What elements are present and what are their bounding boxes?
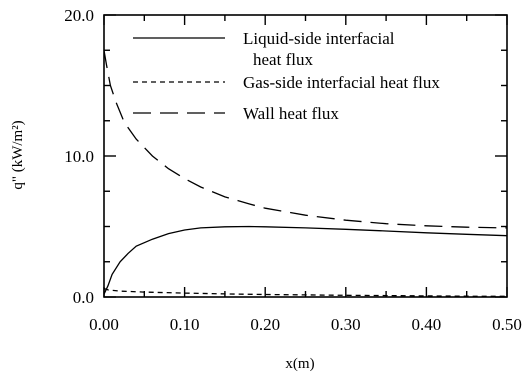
legend-label-1: Liquid-side interfacial bbox=[243, 29, 395, 48]
x-tick-label: 0.00 bbox=[89, 315, 119, 334]
y-tick-label: 10.0 bbox=[64, 147, 94, 166]
y-tick-label: 0.0 bbox=[73, 288, 94, 307]
legend-label-2: Gas-side interfacial heat flux bbox=[243, 73, 440, 92]
series-line-1 bbox=[103, 225, 508, 295]
legend-label-1: heat flux bbox=[253, 50, 313, 69]
x-tick-label: 0.50 bbox=[492, 315, 522, 334]
x-tick-label: 0.20 bbox=[250, 315, 280, 334]
y-axis-label: q" (kW/m²) bbox=[10, 120, 26, 189]
x-axis-label: x(m) bbox=[285, 356, 314, 372]
series-lines bbox=[103, 50, 508, 297]
y-tick-label: 20.0 bbox=[64, 6, 94, 25]
x-tick-label: 0.10 bbox=[170, 315, 200, 334]
axis-ticks bbox=[103, 14, 508, 298]
x-tick-label: 0.40 bbox=[412, 315, 442, 334]
series-line-3 bbox=[103, 50, 508, 229]
legend-label-3: Wall heat flux bbox=[243, 104, 339, 123]
legend: Liquid-side interfacial heat flux Gas-side… bbox=[133, 29, 440, 123]
x-tick-label: 0.30 bbox=[331, 315, 361, 334]
tick-labels: 0.00 0.10 0.20 0.30 0.40 0.50 0.0 10.0 20.0 bbox=[64, 6, 522, 334]
